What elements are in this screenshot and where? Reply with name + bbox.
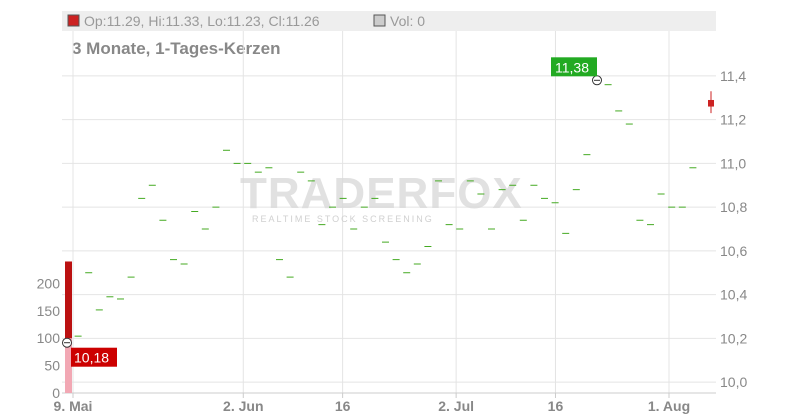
chart-header-band — [62, 11, 716, 31]
price-tick-label: 10,8 — [720, 199, 747, 215]
volume-tick-label: 100 — [37, 330, 61, 346]
time-axis: 9. Mai 2. Jun 16 2. Jul 16 1. Aug — [54, 393, 690, 414]
price-tick-label: 10,6 — [720, 243, 747, 259]
low-marker-label: 10,18 — [74, 350, 109, 366]
volume-bar — [65, 261, 72, 393]
extreme-markers: 10,18 11,38 — [62, 57, 602, 367]
time-tick-label: 2. Jun — [223, 398, 263, 414]
price-marks — [64, 79, 714, 344]
time-tick-label: 2. Jul — [438, 398, 474, 414]
volume-legend-swatch — [373, 14, 386, 27]
time-tick-label: 16 — [548, 398, 564, 414]
watermark-brand: TRADERFOX — [240, 169, 523, 218]
volume-tick-label: 200 — [37, 275, 61, 291]
high-marker-label: 11,38 — [555, 59, 589, 75]
volume-legend-label: Vol: 0 — [390, 13, 425, 29]
ohlc-legend-label: Op:11.29, Hi:11.33, Lo:11.23, Cl:11.26 — [84, 13, 320, 29]
time-tick-label: 16 — [335, 398, 351, 414]
price-axis: 10,0 10,2 10,4 10,6 10,8 11,0 11,2 11,4 — [720, 68, 747, 390]
time-tick-label: 9. Mai — [54, 398, 93, 414]
high-marker-flag — [551, 57, 597, 77]
ohlc-legend-swatch — [67, 14, 80, 27]
watermark-tagline: REALTIME STOCK SCREENING — [252, 214, 434, 224]
price-tick-label: 11,0 — [720, 155, 746, 171]
price-tick-label: 11,4 — [720, 68, 746, 84]
volume-tick-label: 0 — [52, 385, 60, 401]
volume-tick-label: 150 — [37, 303, 61, 319]
price-tick-label: 10,4 — [720, 287, 747, 303]
time-tick-label: 1. Aug — [648, 398, 690, 414]
volume-tick-label: 50 — [44, 358, 60, 374]
volume-bar — [65, 338, 72, 393]
chart-subtitle: 3 Monate, 1-Tages-Kerzen — [72, 39, 280, 58]
chart-grid — [62, 31, 716, 394]
price-tick-label: 10,2 — [720, 330, 747, 346]
low-marker-flag — [71, 347, 117, 367]
volume-axis: 0 50 100 150 200 — [37, 275, 61, 401]
price-tick-label: 11,2 — [720, 112, 746, 128]
volume-bars — [65, 261, 72, 393]
last-candle-body — [708, 99, 714, 107]
price-tick-label: 10,0 — [720, 374, 747, 390]
